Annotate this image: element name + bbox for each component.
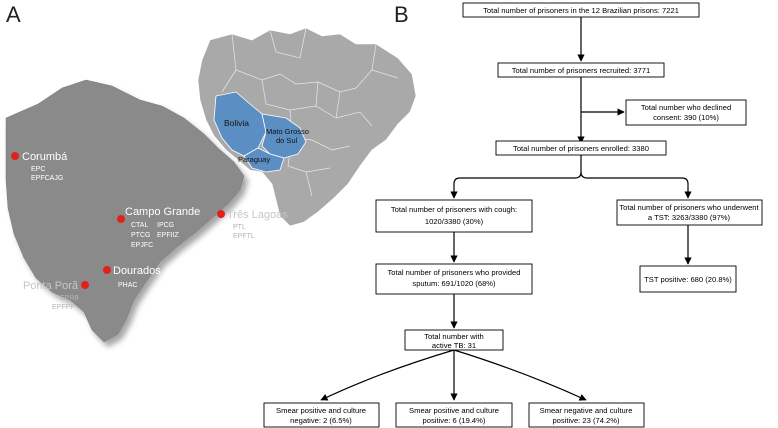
box-frame — [639, 265, 737, 293]
mato-grosso-label-line2: do Sul — [276, 136, 298, 145]
prison-code: EPJFC — [131, 242, 153, 249]
prison-code: EPFTL — [233, 233, 255, 240]
box-frame — [495, 140, 667, 156]
city-dourados: Dourados PHAC — [103, 265, 161, 289]
prison-code: EPC — [31, 166, 45, 173]
box-text: TST positive: 680 (20.8%) — [644, 275, 732, 284]
city-tres-lagoas: Três Lagoas PTL EPFTL — [217, 209, 288, 240]
box-sputum: Total number of prisoners who provided s… — [375, 263, 533, 295]
city-corumba: Corumbá EPC EPFCAJG — [11, 151, 68, 182]
box-text: Smear positive and culture — [276, 406, 366, 415]
box-text: Total number of prisoners in the 12 Braz… — [483, 6, 679, 15]
state-borders — [221, 27, 399, 197]
prison-code: EPFCAJG — [31, 175, 63, 182]
box-frame — [263, 402, 380, 428]
arrow-enrolled-to-cough — [450, 153, 582, 199]
city-campo-grande: Campo Grande CTAL IPCG PTCG EPFIIZ EPJFC — [117, 206, 200, 249]
panel-a-letter: A — [6, 2, 21, 27]
prison-code: EPFIIZ — [157, 232, 180, 239]
state-map — [5, 79, 245, 343]
box-frame — [497, 62, 665, 78]
box-frame — [395, 402, 513, 428]
box-active-tb: Total number with active TB: 31 — [404, 329, 504, 351]
box-text: Total number of prisoners enrolled: 3380 — [513, 144, 649, 153]
box-frame — [625, 99, 747, 126]
box-frame — [616, 199, 763, 226]
city-name: Ponta Porã — [23, 280, 79, 292]
box-total: Total number of prisoners in the 12 Braz… — [462, 2, 700, 18]
city-name: Corumbá — [22, 151, 68, 163]
box-smear-pos-culture-neg: Smear positive and culture negative: 2 (… — [263, 402, 380, 428]
arrow-activetb-to-smearposneg — [320, 349, 455, 401]
box-text: Total number with — [424, 332, 484, 341]
city-dot-icon — [117, 215, 125, 223]
city-dot-icon — [11, 152, 19, 160]
box-frame — [404, 329, 504, 351]
mato-grosso-do-sul-region — [261, 113, 307, 159]
box-text: Smear negative and culture — [540, 406, 633, 415]
box-frame — [528, 402, 645, 428]
box-smear-neg-culture-pos: Smear negative and culture positive: 23 … — [528, 402, 645, 428]
paraguay-label: Paraguay — [238, 155, 270, 164]
prison-code: EPRB — [60, 295, 79, 302]
mato-grosso-label-line1: Mato Grosso — [266, 127, 309, 136]
box-text: positive: 23 (74.2%) — [552, 416, 620, 425]
box-text: Total number of prisoners with cough: — [391, 205, 517, 214]
prison-code: PTL — [233, 224, 246, 231]
box-cough: Total number of prisoners with cough: 10… — [375, 199, 533, 233]
box-declined: Total number who declined consent: 390 (… — [625, 99, 747, 126]
box-text: consent: 390 (10%) — [653, 113, 719, 122]
box-text: a TST: 3263/3380 (97%) — [648, 213, 731, 222]
city-dot-icon — [103, 266, 111, 274]
brazil-shape — [197, 27, 417, 227]
box-frame — [375, 199, 533, 233]
box-tst-positive: TST positive: 680 (20.8%) — [639, 265, 737, 293]
city-name: Três Lagoas — [227, 209, 288, 221]
city-dot-icon — [217, 210, 225, 218]
paraguay-region — [243, 147, 285, 173]
box-tst: Total number of prisoners who underwent … — [616, 199, 763, 226]
prison-code: PTCG — [131, 232, 150, 239]
prison-code: CTAL — [131, 222, 148, 229]
box-text: positive: 6 (19.4%) — [423, 416, 486, 425]
city-ponta-pora: Ponta Porã EPRB EPFPP — [23, 280, 89, 311]
box-text: negative: 2 (6.5%) — [290, 416, 352, 425]
box-frame — [462, 2, 700, 18]
box-frame — [375, 263, 533, 295]
flow-arrows — [320, 17, 692, 401]
prison-code: IPCG — [157, 222, 174, 229]
prison-code: EPFPP — [52, 304, 75, 311]
city-name: Campo Grande — [125, 206, 200, 218]
box-text: Smear positive and culture — [409, 406, 499, 415]
box-recruited: Total number of prisoners recruited: 377… — [497, 62, 665, 78]
box-text: Total number of prisoners who underwent — [619, 203, 759, 212]
box-text: sputum: 691/1020 (68%) — [412, 279, 496, 288]
city-name: Dourados — [113, 265, 161, 277]
arrow-activetb-to-smearnegpos — [453, 349, 587, 401]
box-text: active TB: 31 — [432, 341, 476, 350]
box-smear-pos-culture-pos: Smear positive and culture positive: 6 (… — [395, 402, 513, 428]
box-text: 1020/3380 (30%) — [425, 217, 484, 226]
box-enrolled: Total number of prisoners enrolled: 3380 — [495, 140, 667, 156]
box-text: Total number who declined — [641, 103, 731, 112]
arrow-enrolled-to-tst — [580, 171, 692, 199]
panel-b-letter: B — [394, 2, 409, 27]
box-text: Total number of prisoners recruited: 377… — [512, 66, 650, 75]
bolivia-label: Bolivia — [224, 118, 249, 128]
box-text: Total number of prisoners who provided — [388, 268, 521, 277]
prison-code: PHAC — [118, 282, 137, 289]
city-dot-icon — [81, 281, 89, 289]
inset-map-brazil: Bolivia Mato Grosso do Sul Paraguay — [197, 27, 417, 227]
